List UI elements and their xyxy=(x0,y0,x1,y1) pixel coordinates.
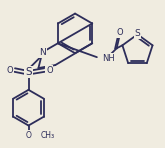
Text: O: O xyxy=(46,66,53,75)
Text: S: S xyxy=(25,67,32,77)
Text: O: O xyxy=(116,28,123,37)
Text: N: N xyxy=(39,48,46,57)
Text: CH₃: CH₃ xyxy=(40,131,54,140)
Text: O: O xyxy=(26,131,32,140)
Text: NH: NH xyxy=(102,54,115,63)
Text: S: S xyxy=(135,29,140,38)
Text: O: O xyxy=(6,66,13,75)
